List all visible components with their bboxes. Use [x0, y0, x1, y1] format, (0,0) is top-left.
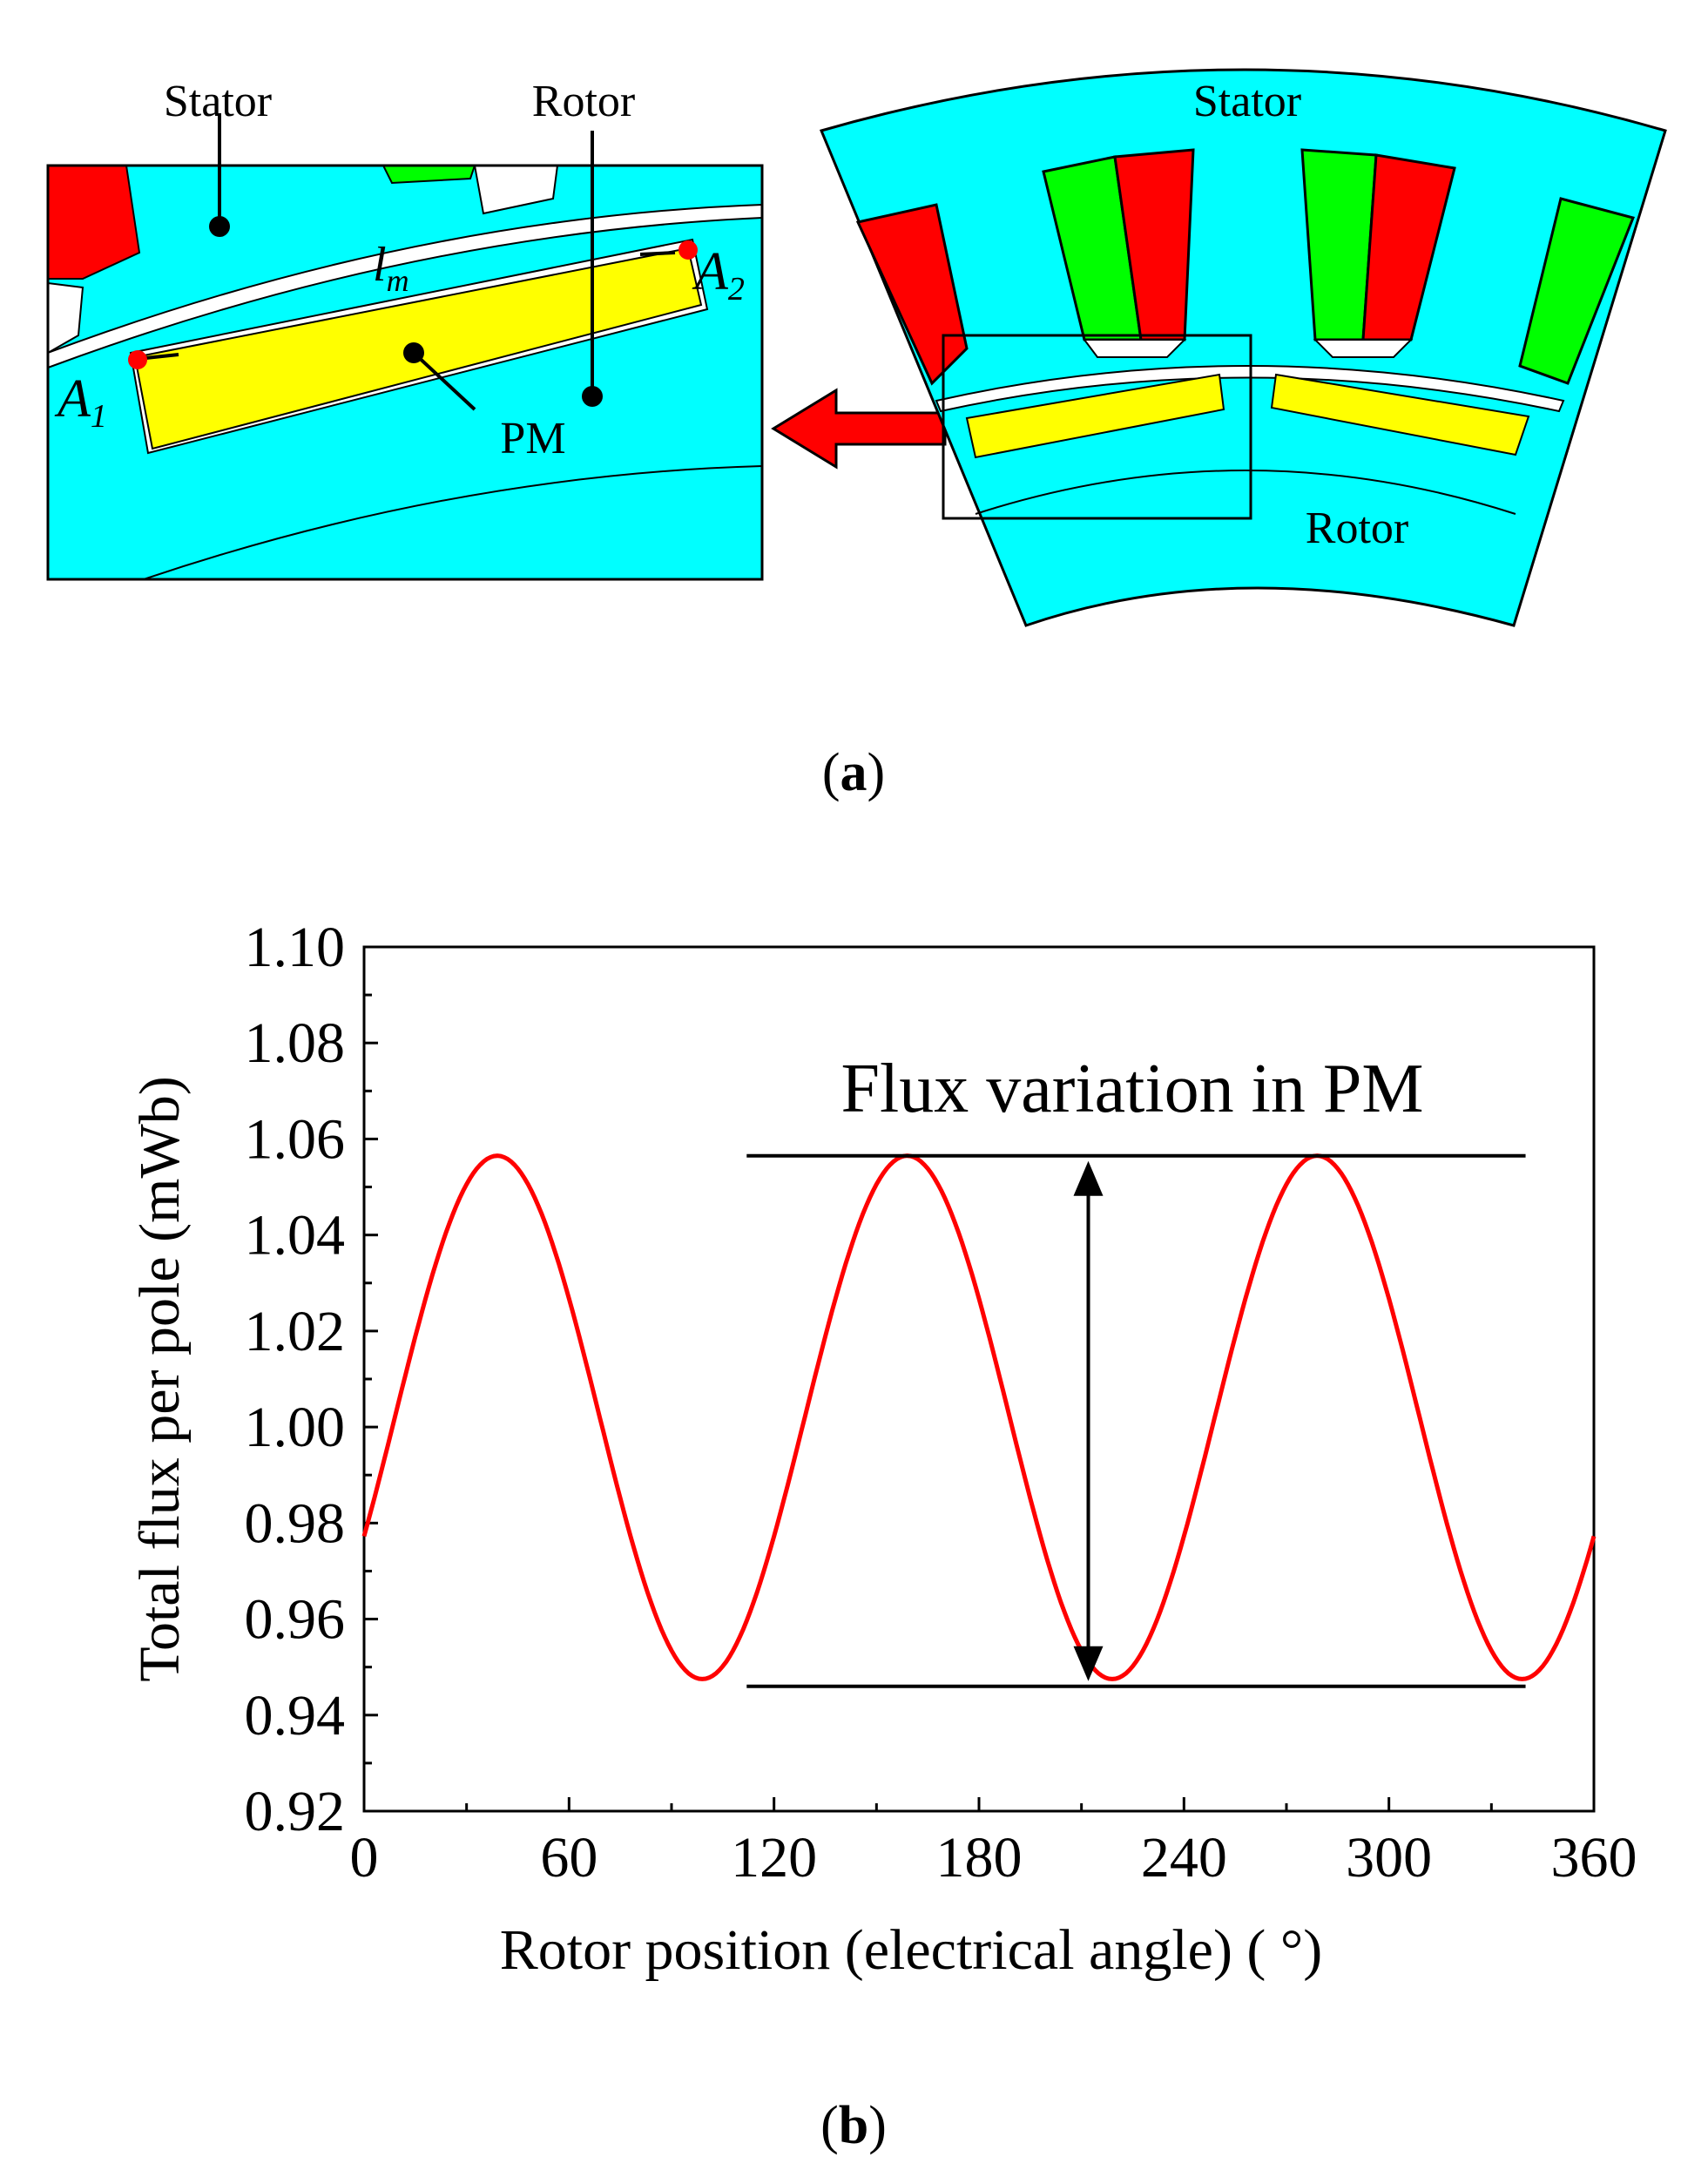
x-axis-label: Rotor position (electrical angle) ( °) — [500, 1918, 1323, 1982]
variation-arrowhead-top — [1073, 1160, 1104, 1196]
flux-chart: 0.92 0.94 0.96 0.98 1.00 1.02 1.04 1.06 1.08 1.10… — [128, 916, 1637, 1982]
annotation-flux-variation: Flux variation in PM — [841, 1051, 1424, 1127]
y-tick-label: 1.10 — [245, 916, 346, 979]
zoom-label-lm: lm — [373, 238, 409, 298]
x-tick-label: 60 — [540, 1826, 597, 1890]
y-tick-label: 1.06 — [245, 1107, 346, 1171]
zoom-label-rotor: Rotor — [532, 77, 635, 126]
section-air-gap — [935, 365, 1565, 413]
y-tick-label: 0.98 — [245, 1491, 346, 1555]
section-coil-green-3 — [1518, 197, 1636, 385]
zoom-label-stator: Stator — [164, 77, 272, 126]
rotor-callout-dot — [582, 386, 603, 407]
section-label-stator: Stator — [1193, 77, 1301, 126]
zoom-coil-red — [48, 166, 141, 280]
zoom-slot-left — [48, 281, 84, 355]
y-tick-label: 1.04 — [245, 1204, 346, 1268]
y-tick-label: 1.08 — [245, 1011, 346, 1075]
x-tick-label: 120 — [731, 1826, 817, 1890]
x-tick-label: 300 — [1346, 1826, 1432, 1890]
pm-callout-dot — [403, 342, 424, 363]
zoom-rotor-arc — [143, 465, 762, 579]
flux-curve — [361, 1153, 1597, 1681]
zoom-coil-green — [381, 166, 476, 185]
y-axis-ticks: 0.92 0.94 0.96 0.98 1.00 1.02 1.04 1.06 1.08 1.10 — [245, 916, 378, 1843]
x-tick-label: 240 — [1141, 1826, 1227, 1890]
zoom-selection-box — [942, 334, 1252, 520]
section-label-rotor: Rotor — [1306, 504, 1408, 553]
pm-callout-line — [412, 351, 476, 411]
y-tick-label: 0.92 — [245, 1780, 346, 1843]
x-tick-label: 360 — [1551, 1826, 1637, 1890]
y-tick-label: 0.94 — [245, 1684, 346, 1748]
y-tick-label: 1.00 — [245, 1396, 346, 1459]
section-iron — [819, 68, 1667, 627]
machine-cross-section — [819, 68, 1667, 627]
caption-a: (a) — [822, 743, 885, 802]
stator-callout-dot — [209, 216, 230, 237]
y-tick-label: 0.96 — [245, 1588, 346, 1652]
x-tick-label: 0 — [350, 1826, 379, 1890]
caption-b: (b) — [820, 2096, 887, 2155]
section-coil-red-1 — [855, 203, 969, 386]
section-rotor-arc — [975, 470, 1516, 515]
x-axis-ticks: 0 60 120 180 240 300 360 — [350, 1797, 1637, 1890]
point-a1-marker — [128, 350, 147, 369]
variation-arrowhead-bottom — [1073, 1646, 1104, 1681]
section-magnet-1 — [965, 373, 1225, 459]
x-tick-label: 180 — [936, 1826, 1023, 1890]
zoom-slot-top — [473, 166, 559, 215]
point-a2-marker — [678, 240, 698, 260]
section-magnet-2 — [1270, 373, 1530, 456]
zoom-a2-arrow — [639, 251, 676, 256]
zoom-label-a2: A2 — [692, 242, 745, 308]
zoom-direction-arrow — [771, 388, 947, 470]
y-tick-label: 1.02 — [245, 1300, 346, 1363]
y-axis-label: Total flux per pole (mWb) — [128, 1076, 192, 1681]
zoom-border — [46, 164, 764, 581]
zoom-air-gap — [48, 203, 762, 369]
plot-frame — [362, 945, 1596, 1813]
zoom-panel — [46, 113, 764, 581]
zoom-label-pm: PM — [500, 414, 565, 463]
zoom-label-a1: A1 — [54, 369, 107, 435]
